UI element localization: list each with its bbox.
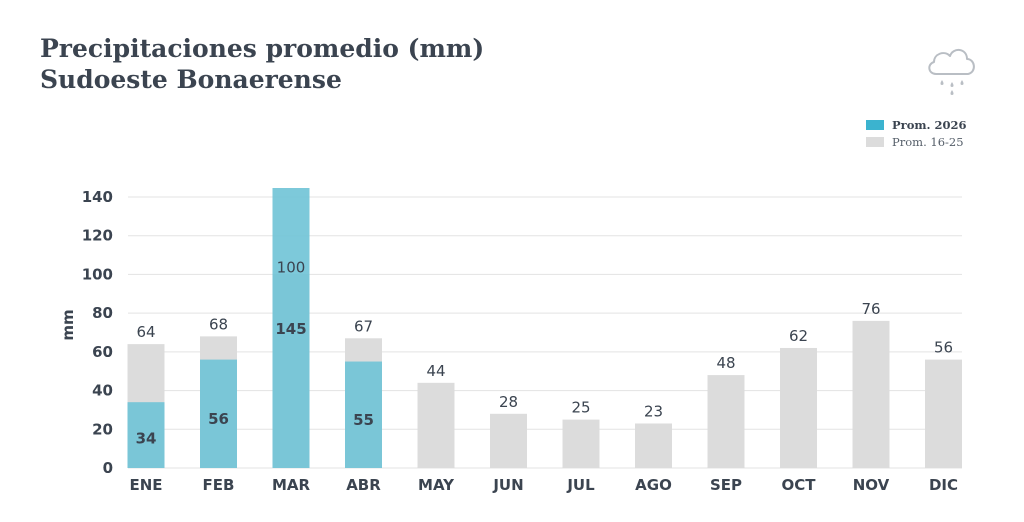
chart-legend: Prom. 2026 Prom. 16-25 [866,116,967,150]
x-tick-label: SEP [710,476,742,494]
x-tick-label: NOV [853,476,890,494]
data-label-current: 56 [208,410,229,428]
legend-item-current: Prom. 2026 [866,116,967,133]
data-label-historical: 28 [499,393,518,411]
data-label-historical: 67 [354,317,373,335]
y-tick-label: 0 [103,459,113,477]
legend-swatch-historical [866,136,884,147]
data-label-current: 55 [353,411,374,429]
bar-historical [417,382,455,468]
x-tick-label: MAY [418,476,455,494]
y-axis-label: mm [59,309,77,340]
x-tick-label: JUL [566,476,595,494]
data-label-historical: 62 [789,327,808,345]
legend-label-current: Prom. 2026 [892,117,967,132]
data-label-historical: 56 [934,339,953,357]
x-tick-label: FEB [203,476,235,494]
bar-current [272,188,310,468]
bar-current [200,359,237,468]
x-tick-label: OCT [782,476,817,494]
chart-title: Precipitaciones promedio (mm) Sudoeste B… [40,33,484,95]
cloud-rain-icon [928,49,975,95]
data-label-historical: 64 [136,323,155,341]
x-tick-label: MAR [272,476,311,494]
data-label-historical: 76 [861,300,880,318]
y-tick-label: 60 [92,343,113,361]
data-label-historical: 25 [571,399,590,417]
y-tick-label: 140 [82,188,113,206]
data-label-historical: 100 [277,258,306,276]
data-label-historical: 48 [716,354,735,372]
x-tick-label: JUN [492,476,523,494]
x-tick-label: ABR [346,476,381,494]
y-tick-label: 100 [82,265,113,283]
bar-historical [635,423,672,468]
bar-current [345,361,382,468]
x-tick-label: DIC [929,476,958,494]
bar-current [127,402,165,468]
data-label-historical: 44 [426,362,445,380]
chart-title-line-2: Sudoeste Bonaerense [40,65,342,94]
y-tick-label: 120 [82,227,113,245]
bar-historical [490,413,527,468]
chart-title-line-1: Precipitaciones promedio (mm) [40,34,485,63]
bar-historical [780,347,817,468]
x-tick-label: ENE [129,476,162,494]
bar-historical [925,359,962,468]
bar-historical [562,419,600,468]
y-tick-label: 40 [92,382,113,400]
y-tick-label: 20 [92,420,113,438]
x-tick-label: AGO [635,476,672,494]
legend-item-historical: Prom. 16-25 [866,133,967,150]
bar-historical [852,320,890,468]
y-tick-label: 80 [92,304,113,322]
bar-historical [707,375,745,468]
legend-swatch-current [866,119,884,130]
data-label-historical: 68 [209,315,228,333]
data-label-current: 145 [275,320,306,338]
legend-label-historical: Prom. 16-25 [892,134,964,149]
data-label-historical: 23 [644,402,663,420]
data-label-current: 34 [136,429,157,447]
